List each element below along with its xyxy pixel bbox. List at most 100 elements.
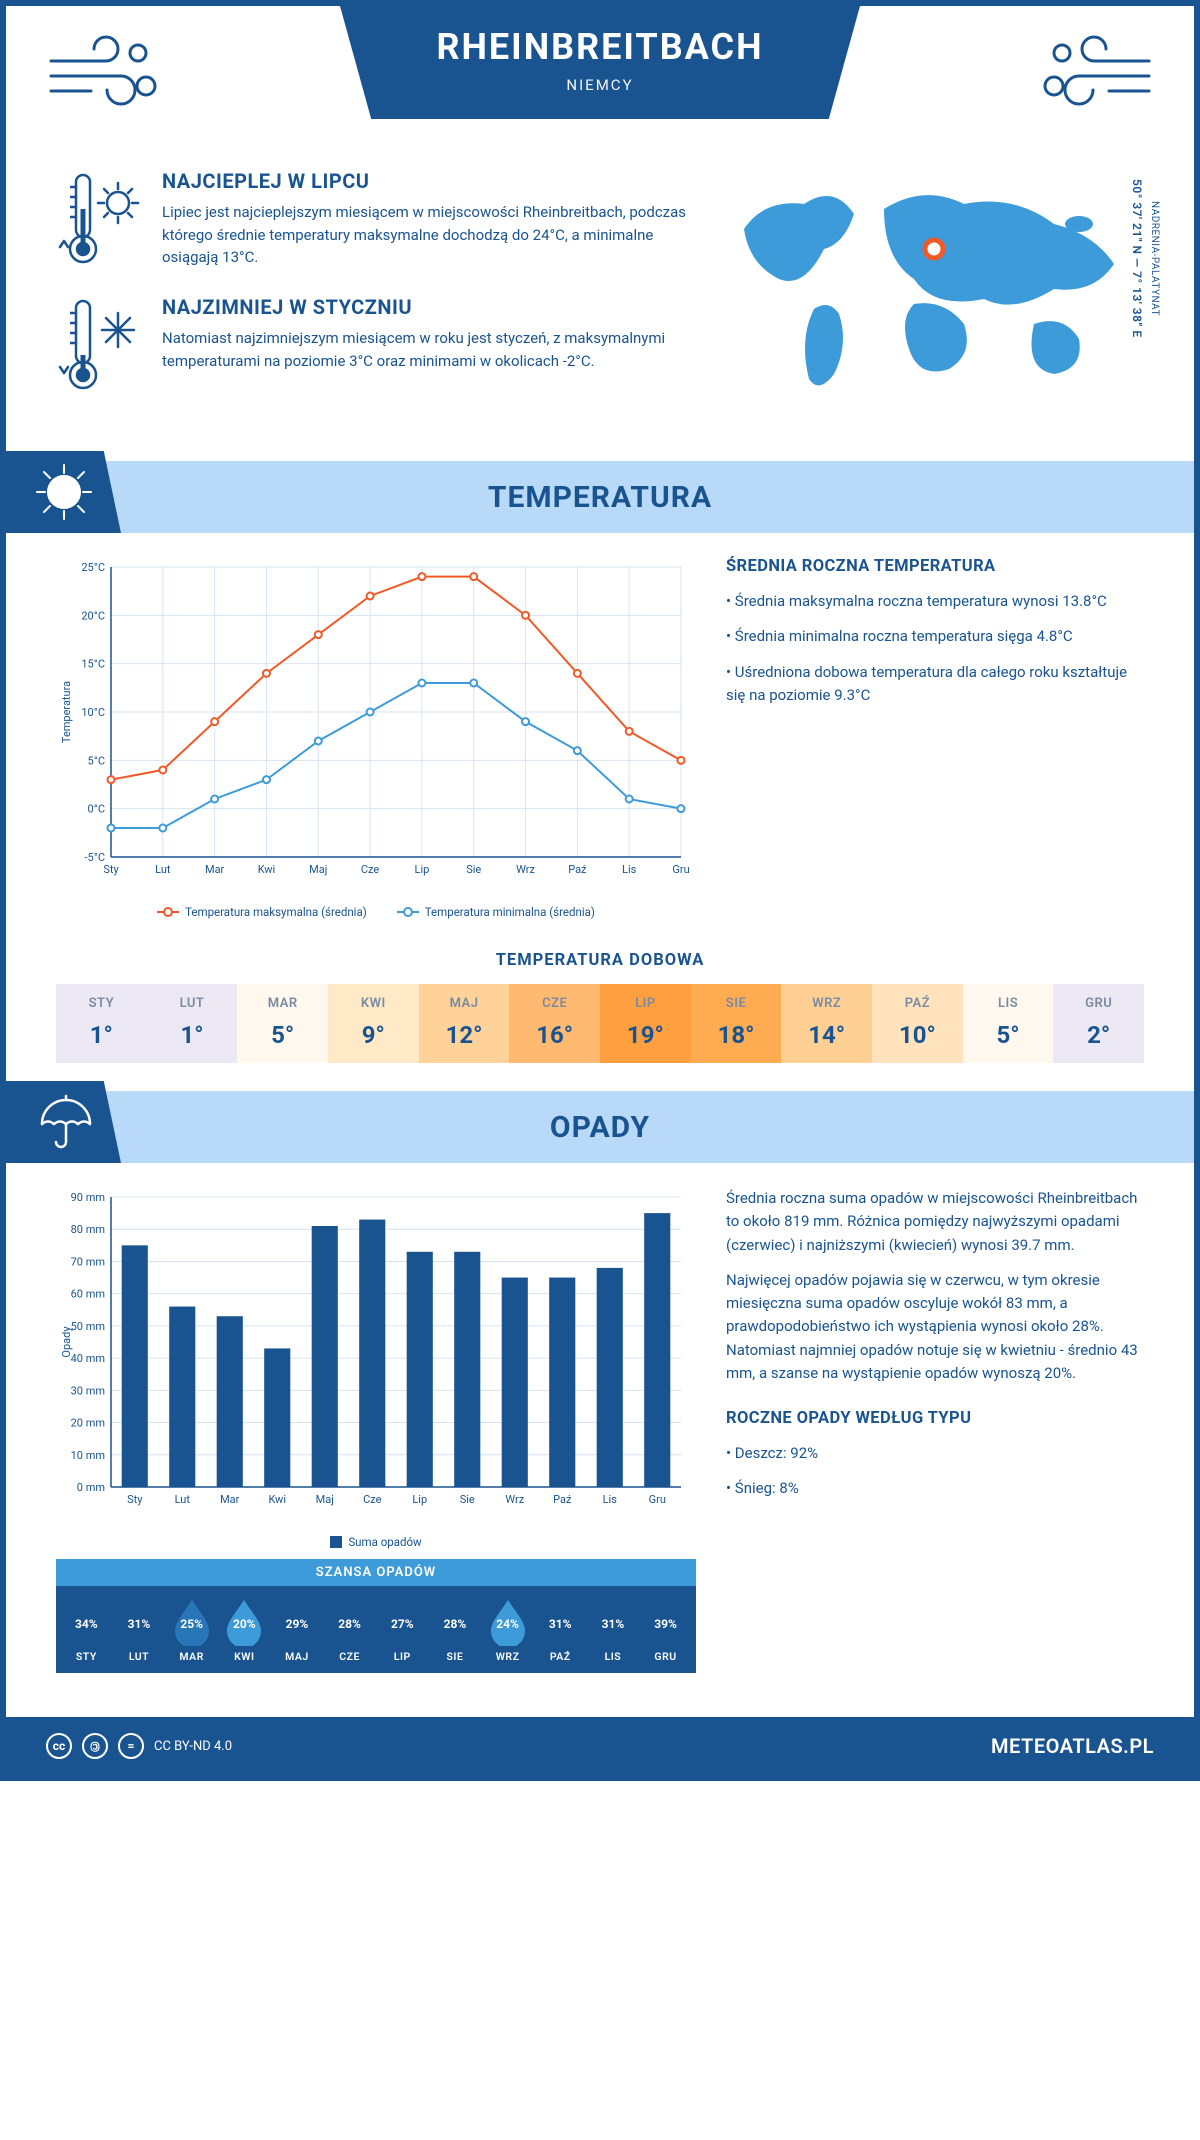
svg-text:Gru: Gru [649,1493,666,1506]
facts-column: NAJCIEPLEJ W LIPCU Lipiec jest najcieple… [56,169,694,421]
precip-text: Średnia roczna suma opadów w miejscowośc… [726,1187,1144,1673]
license-text: CC BY-ND 4.0 [154,1739,232,1754]
svg-text:25°C: 25°C [81,561,105,574]
drop: 27%LIP [376,1596,428,1663]
fact-title: NAJZIMNIEJ W STYCZNIU [162,295,694,319]
daily-temp-table: STY1°LUT1°MAR5°KWI9°MAJ12°CZE16°LIP19°SI… [56,984,1144,1063]
legend-label: Temperatura maksymalna (średnia) [185,905,367,919]
coords-latlon: 50° 37' 21" N — 7° 13' 38" E [1127,179,1146,338]
svg-text:60 mm: 60 mm [71,1288,105,1301]
temp-cell: MAR5° [237,984,328,1063]
nd-icon: = [118,1733,144,1759]
drop: 29%MAJ [271,1596,323,1663]
fact-warmest: NAJCIEPLEJ W LIPCU Lipiec jest najcieple… [56,169,694,269]
temp-cell: STY1° [56,984,147,1063]
svg-text:Lip: Lip [412,1493,427,1506]
svg-text:Kwi: Kwi [268,1493,286,1506]
section-title: TEMPERATURA [488,480,712,515]
svg-text:Temperatura: Temperatura [60,681,73,743]
annual-title: ŚREDNIA ROCZNA TEMPERATURA [726,557,1144,576]
svg-text:Paź: Paź [553,1493,572,1506]
svg-text:0 mm: 0 mm [77,1481,105,1494]
bullet: Deszcz: 92% [726,1442,1144,1465]
precip-legend: Suma opadów [56,1535,696,1549]
svg-text:Lip: Lip [415,863,430,876]
svg-text:50 mm: 50 mm [71,1320,105,1333]
svg-text:Lis: Lis [603,1493,618,1506]
wind-icon [46,31,166,111]
daily-temp-title: TEMPERATURA DOBOWA [6,951,1194,970]
temp-chart: -5°C0°C5°C10°C15°C20°C25°CStyLutMarKwiMa… [56,557,696,919]
title-banner: RHEINBREITBACH NIEMCY [340,6,860,119]
svg-text:15°C: 15°C [81,658,105,671]
wind-icon [1034,31,1154,111]
temp-cell: PAŹ10° [872,984,963,1063]
svg-text:Kwi: Kwi [258,863,276,876]
svg-text:30 mm: 30 mm [71,1384,105,1397]
precip-paragraph: Średnia roczna suma opadów w miejscowośc… [726,1187,1144,1257]
drop: 39%GRU [640,1596,692,1663]
svg-text:Maj: Maj [316,1493,334,1506]
fact-text: Lipiec jest najcieplejszym miesiącem w m… [162,201,694,269]
svg-text:10°C: 10°C [81,706,105,719]
thermometer-hot-icon [56,169,144,269]
svg-text:Mar: Mar [205,863,225,876]
section-header-precip: OPADY [6,1091,1194,1163]
temp-cell: LUT1° [147,984,238,1063]
temp-cell: KWI9° [328,984,419,1063]
map-icon [724,169,1144,409]
temp-cell: CZE16° [509,984,600,1063]
svg-text:10 mm: 10 mm [71,1449,105,1462]
page: RHEINBREITBACH NIEMCY NAJCIEPLEJ [0,0,1200,1781]
temp-cell: LIS5° [963,984,1054,1063]
svg-text:Sie: Sie [466,863,481,876]
temperature-content: -5°C0°C5°C10°C15°C20°C25°CStyLutMarKwiMa… [6,557,1194,943]
drop: 34%STY [60,1596,112,1663]
drop: 20%KWI [218,1596,270,1663]
country-name: NIEMCY [350,76,850,94]
temp-cell: MAJ12° [419,984,510,1063]
legend-label: Temperatura minimalna (średnia) [425,905,595,919]
precip-type-title: ROCZNE OPADY WEDŁUG TYPU [726,1409,1144,1428]
svg-text:Cze: Cze [363,1493,382,1506]
temp-cell: WRZ14° [781,984,872,1063]
header: RHEINBREITBACH NIEMCY [6,6,1194,149]
svg-text:Sie: Sie [460,1493,475,1506]
drop: 24%WRZ [482,1596,534,1663]
drop: 28%SIE [429,1596,481,1663]
svg-text:80 mm: 80 mm [71,1223,105,1236]
svg-text:Cze: Cze [361,863,380,876]
drop: 31%PAŹ [534,1596,586,1663]
precip-content: 0 mm10 mm20 mm30 mm40 mm50 mm60 mm70 mm8… [6,1187,1194,1697]
chance-title: SZANSA OPADÓW [56,1559,696,1586]
footer: cc 🄯 = CC BY-ND 4.0 METEOATLAS.PL [6,1717,1194,1775]
bullet: Średnia minimalna roczna temperatura się… [726,625,1144,648]
svg-text:-5°C: -5°C [85,851,106,864]
precip-paragraph: Najwięcej opadów pojawia się w czerwcu, … [726,1269,1144,1385]
svg-text:Wrz: Wrz [516,863,535,876]
svg-text:0°C: 0°C [88,803,105,816]
fact-title: NAJCIEPLEJ W LIPCU [162,169,694,193]
sun-icon [6,451,121,533]
brand: METEOATLAS.PL [991,1734,1154,1758]
intro-section: NAJCIEPLEJ W LIPCU Lipiec jest najcieple… [6,149,1194,451]
precip-chart: 0 mm10 mm20 mm30 mm40 mm50 mm60 mm70 mm8… [56,1187,696,1527]
svg-text:Maj: Maj [309,863,327,876]
precip-chart-col: 0 mm10 mm20 mm30 mm40 mm50 mm60 mm70 mm8… [56,1187,696,1673]
city-name: RHEINBREITBACH [350,26,850,68]
drop: 28%CZE [324,1596,376,1663]
by-icon: 🄯 [82,1733,108,1759]
svg-text:70 mm: 70 mm [71,1255,105,1268]
svg-text:90 mm: 90 mm [71,1191,105,1204]
cc-icon: cc [46,1733,72,1759]
svg-text:Opady: Opady [60,1326,73,1358]
precip-chance-box: SZANSA OPADÓW 34%STY31%LUT25%MAR20%KWI29… [56,1559,696,1673]
fact-coldest: NAJZIMNIEJ W STYCZNIU Natomiast najzimni… [56,295,694,395]
svg-text:Gru: Gru [672,863,689,876]
bullet: Uśredniona dobowa temperatura dla całego… [726,661,1144,708]
svg-text:40 mm: 40 mm [71,1352,105,1365]
license: cc 🄯 = CC BY-ND 4.0 [46,1733,232,1759]
svg-text:Sty: Sty [127,1493,143,1506]
svg-text:Lut: Lut [155,863,171,876]
temp-legend: Temperatura maksymalna (średnia) Tempera… [56,905,696,919]
